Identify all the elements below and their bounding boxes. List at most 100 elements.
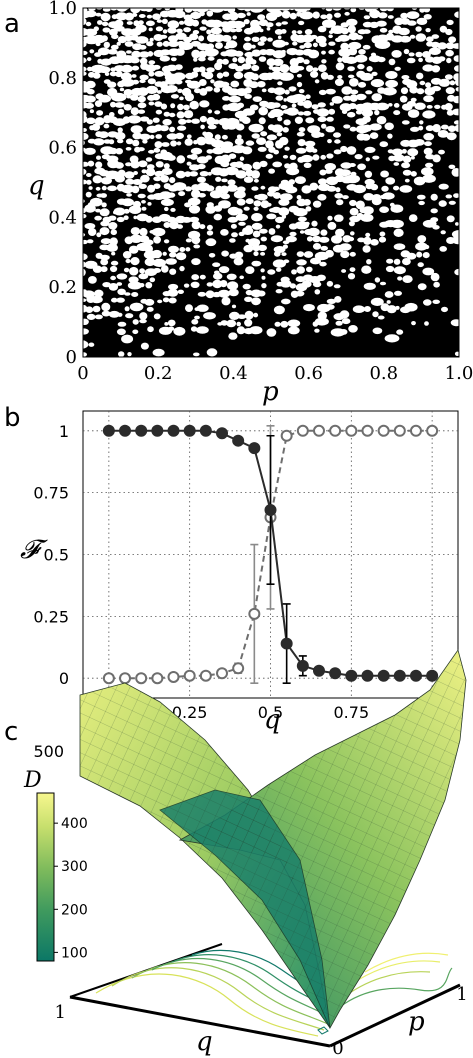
data-point-open-dashed: [119, 672, 132, 685]
pattern-blob: [454, 124, 459, 133]
panel-b-ytick: 0.75: [33, 484, 69, 503]
pattern-blob: [231, 232, 238, 238]
pattern-blob: [304, 221, 310, 226]
pattern-blob: [95, 208, 101, 213]
pattern-blob: [319, 169, 327, 176]
pattern-blob: [139, 268, 146, 274]
pattern-blob: [341, 86, 353, 95]
pattern-blob: [172, 72, 186, 81]
data-point-filled: [232, 434, 245, 447]
pattern-blob: [269, 108, 284, 118]
pattern-blob: [357, 81, 367, 88]
pattern-blob: [187, 197, 201, 206]
pattern-blob: [153, 236, 162, 244]
pattern-blob: [139, 74, 149, 81]
pattern-blob: [446, 57, 452, 64]
pattern-blob: [440, 230, 446, 235]
pattern-blob: [400, 87, 409, 95]
pattern-blob: [361, 108, 373, 117]
pattern-blob: [448, 200, 456, 205]
pattern-blob: [130, 160, 140, 169]
pattern-blob: [349, 89, 359, 95]
pattern-blob: [107, 185, 118, 192]
pattern-blob: [242, 227, 254, 235]
pattern-blob: [355, 109, 363, 115]
pattern-blob: [159, 125, 169, 132]
pattern-blob: [283, 259, 290, 264]
pattern-blob: [311, 104, 319, 110]
pattern-blob: [206, 230, 214, 236]
pattern-blob: [193, 57, 198, 62]
pattern-blob: [370, 183, 379, 191]
pattern-blob: [85, 80, 96, 89]
data-point-filled: [216, 427, 229, 440]
pattern-blob: [189, 100, 199, 110]
pattern-blob: [102, 282, 111, 288]
pattern-blob: [296, 266, 306, 274]
data-point-open-dashed: [248, 607, 261, 620]
pattern-blob: [449, 80, 456, 86]
pattern-blob: [160, 198, 174, 206]
pattern-blob: [365, 232, 371, 238]
pattern-blob: [252, 96, 262, 102]
pattern-blob: [164, 206, 169, 212]
pattern-blob: [139, 79, 146, 84]
pattern-blob: [361, 133, 371, 141]
pattern-blob: [328, 49, 335, 55]
pattern-blob: [386, 258, 394, 264]
pattern-blob: [226, 122, 237, 130]
pattern-blob: [172, 182, 187, 191]
pattern-blob: [281, 10, 291, 19]
pattern-blob: [296, 195, 302, 200]
pattern-blob: [165, 258, 177, 265]
pattern-blob: [454, 78, 459, 87]
pattern-blob: [339, 310, 350, 319]
pattern-blob: [85, 21, 92, 27]
pattern-blob: [176, 141, 182, 146]
pattern-blob: [369, 123, 382, 131]
pattern-blob: [455, 222, 459, 226]
panel-a-xtick: 0: [77, 363, 88, 384]
pattern-blob: [215, 176, 222, 182]
pattern-blob: [309, 257, 322, 265]
pattern-blob: [220, 193, 230, 200]
pattern-blob: [417, 283, 427, 291]
pattern-blob: [261, 283, 267, 289]
pattern-blob: [129, 302, 144, 312]
pattern-blob: [176, 224, 183, 229]
pattern-blob: [451, 108, 459, 116]
pattern-blob: [446, 132, 457, 141]
pattern-blob: [439, 246, 448, 252]
pattern-blob: [191, 258, 201, 266]
pattern-blob: [274, 29, 283, 35]
pattern-blob: [320, 154, 327, 160]
pattern-blob: [107, 49, 118, 55]
pattern-blob: [109, 112, 115, 117]
pattern-blob: [390, 219, 404, 229]
pattern-blob: [130, 257, 140, 266]
pattern-blob: [147, 326, 154, 333]
pattern-blob: [227, 281, 239, 291]
pattern-blob: [252, 161, 262, 170]
pattern-blob: [318, 64, 327, 72]
pattern-blob: [271, 66, 282, 72]
pattern-blob: [109, 147, 118, 155]
pattern-blob: [83, 128, 87, 132]
pattern-blob: [357, 63, 365, 70]
pattern-blob: [410, 155, 415, 160]
pattern-blob: [441, 306, 448, 313]
pattern-blob: [454, 65, 459, 72]
data-point-filled: [183, 424, 196, 437]
pattern-blob: [125, 178, 135, 185]
panel-b-ytick: 0.5: [44, 546, 69, 565]
pattern-blob: [333, 149, 342, 155]
pattern-blob: [416, 251, 423, 258]
pattern-blob: [336, 199, 344, 206]
pattern-blob: [305, 117, 315, 124]
pattern-blob: [154, 141, 163, 149]
pattern-blob: [402, 169, 412, 176]
pattern-blob: [393, 228, 404, 237]
data-point-open-dashed: [345, 424, 358, 437]
pattern-blob: [175, 64, 183, 70]
pattern-blob: [100, 266, 108, 273]
